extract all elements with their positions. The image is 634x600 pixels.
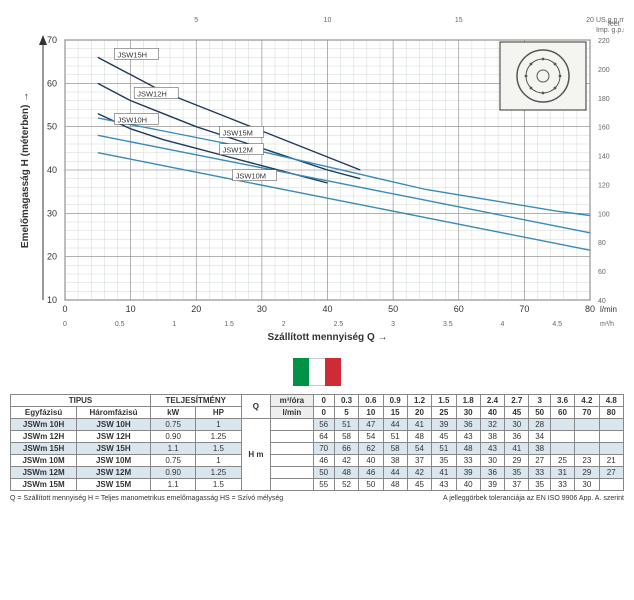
svg-text:70: 70 (47, 35, 57, 45)
svg-text:80: 80 (585, 304, 595, 314)
svg-text:0: 0 (63, 321, 67, 328)
chart-svg: 0102030405060708010203040506070406080100… (10, 10, 624, 350)
svg-text:2.5: 2.5 (334, 321, 344, 328)
svg-text:140: 140 (598, 154, 610, 161)
svg-text:20: 20 (47, 252, 57, 262)
svg-text:3: 3 (391, 321, 395, 328)
italy-flag (293, 358, 341, 386)
svg-text:80: 80 (598, 240, 606, 247)
svg-text:Imp. g.p.m.: Imp. g.p.m. (596, 27, 624, 34)
svg-text:70: 70 (519, 304, 529, 314)
svg-text:100: 100 (598, 211, 610, 218)
svg-text:60: 60 (47, 78, 57, 88)
svg-text:40: 40 (47, 165, 57, 175)
flag-red (325, 358, 341, 386)
svg-text:JSW12M: JSW12M (223, 146, 253, 155)
flag-green (293, 358, 309, 386)
svg-text:10: 10 (47, 295, 57, 305)
svg-text:0.5: 0.5 (115, 321, 125, 328)
svg-text:200: 200 (598, 67, 610, 74)
svg-text:40: 40 (322, 304, 332, 314)
svg-text:l/min: l/min (600, 305, 617, 314)
svg-text:50: 50 (388, 304, 398, 314)
svg-text:15: 15 (455, 17, 463, 24)
svg-text:60: 60 (598, 269, 606, 276)
svg-text:10: 10 (126, 304, 136, 314)
svg-text:40: 40 (598, 298, 606, 305)
footnote-left: Q = Szállított mennyiség H = Teljes mano… (10, 495, 283, 502)
svg-text:JSW15M: JSW15M (223, 128, 253, 137)
svg-text:JSW12H: JSW12H (137, 89, 167, 98)
svg-text:1: 1 (172, 321, 176, 328)
svg-text:120: 120 (598, 182, 610, 189)
svg-text:60: 60 (454, 304, 464, 314)
svg-text:10: 10 (324, 17, 332, 24)
svg-text:20: 20 (586, 17, 594, 24)
svg-text:220: 220 (598, 38, 610, 45)
svg-text:0: 0 (62, 304, 67, 314)
svg-text:160: 160 (598, 125, 610, 132)
svg-text:30: 30 (47, 208, 57, 218)
svg-text:US.g.p.m.: US.g.p.m. (596, 17, 624, 24)
svg-text:4: 4 (501, 321, 505, 328)
flag-white (309, 358, 325, 386)
svg-text:JSW10M: JSW10M (236, 172, 266, 181)
svg-text:2: 2 (282, 321, 286, 328)
svg-text:Emelőmagasság H (méterben) →: Emelőmagasság H (méterben) → (20, 92, 31, 248)
spec-table: TIPUSTELJESÍTMÉNYQm³/óra00.30.60.91.21.5… (10, 394, 624, 491)
svg-text:30: 30 (257, 304, 267, 314)
svg-text:JSW10H: JSW10H (118, 115, 148, 124)
svg-text:JSW15H: JSW15H (118, 50, 148, 59)
svg-text:4.5: 4.5 (552, 321, 562, 328)
footnote-right: A jelleggörbek toleranciája az EN ISO 99… (443, 495, 624, 502)
svg-text:1.5: 1.5 (224, 321, 234, 328)
svg-text:5: 5 (194, 17, 198, 24)
svg-text:3.5: 3.5 (443, 321, 453, 328)
svg-text:50: 50 (47, 122, 57, 132)
svg-text:180: 180 (598, 96, 610, 103)
svg-text:20: 20 (191, 304, 201, 314)
pump-chart: 0102030405060708010203040506070406080100… (10, 10, 624, 350)
svg-text:Szállított mennyiség Q →: Szállított mennyiség Q → (267, 332, 387, 343)
svg-text:m³/h: m³/h (600, 321, 614, 328)
footnotes: Q = Szállított mennyiség H = Teljes mano… (10, 495, 624, 502)
